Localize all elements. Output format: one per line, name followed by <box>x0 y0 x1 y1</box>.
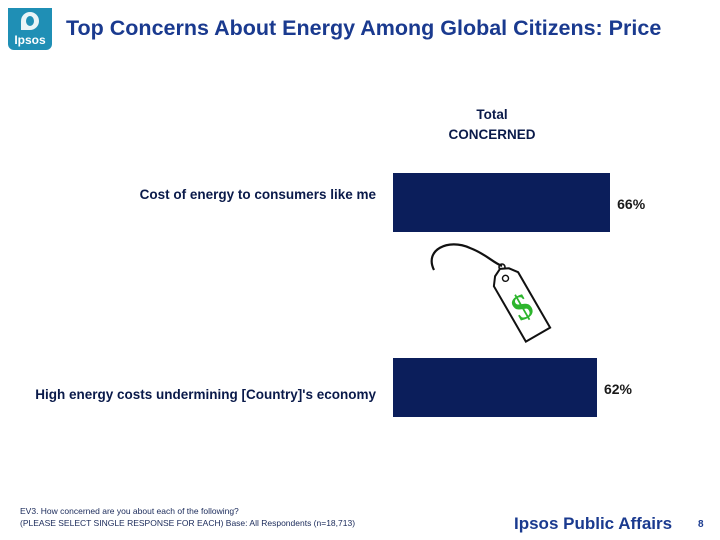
page-title: Top Concerns About Energy Among Global C… <box>66 16 662 40</box>
bar-cost-of-energy <box>393 173 611 232</box>
logo-mark-icon <box>21 12 39 30</box>
column-header-line-1: Total <box>476 107 508 122</box>
footnote-question: EV3. How concerned are you about each of… <box>20 506 239 516</box>
bar-high-energy-costs <box>393 358 597 417</box>
value-label-high-energy-costs: 62% <box>603 381 632 397</box>
logo-text: Ipsos <box>14 33 46 47</box>
ipsos-logo: Ipsos <box>8 8 52 50</box>
category-label-cost-of-energy: Cost of energy to consumers like me <box>139 187 376 202</box>
brand-name: Ipsos Public Affairs <box>514 514 673 533</box>
page-number: 8 <box>698 519 704 530</box>
footnote: EV3. How concerned are you about each of… <box>20 505 355 529</box>
value-label-cost-of-energy: 66% <box>617 196 646 212</box>
column-header-line-2: CONCERNED <box>448 127 536 142</box>
category-label-high-energy-costs: High energy costs undermining [Country]'… <box>35 387 376 402</box>
dollar-price-tag-icon: $ <box>430 243 552 344</box>
footnote-base: (PLEASE SELECT SINGLE RESPONSE FOR EACH)… <box>20 518 356 528</box>
column-header: Total CONCERNED <box>432 105 552 145</box>
